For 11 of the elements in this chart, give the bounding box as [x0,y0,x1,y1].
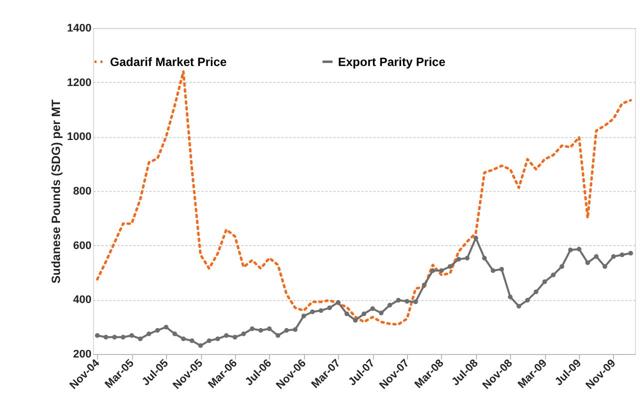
y-axis-title: Sudanese Pounds (SDG) per MT [49,98,64,284]
y-tick-label: 200 [73,348,92,360]
legend-label: Export Parity Price [338,54,446,69]
y-tick-label: 1000 [67,131,92,144]
y-tick-label: 400 [73,294,92,306]
y-tick-label: 800 [73,186,92,198]
series-label: Gadarif Market Price [110,54,228,69]
y-tick-label: 1200 [67,76,92,89]
line-series [96,70,632,326]
y-tick-label: 600 [73,240,92,252]
y-tick-label: 1400 [67,22,92,34]
